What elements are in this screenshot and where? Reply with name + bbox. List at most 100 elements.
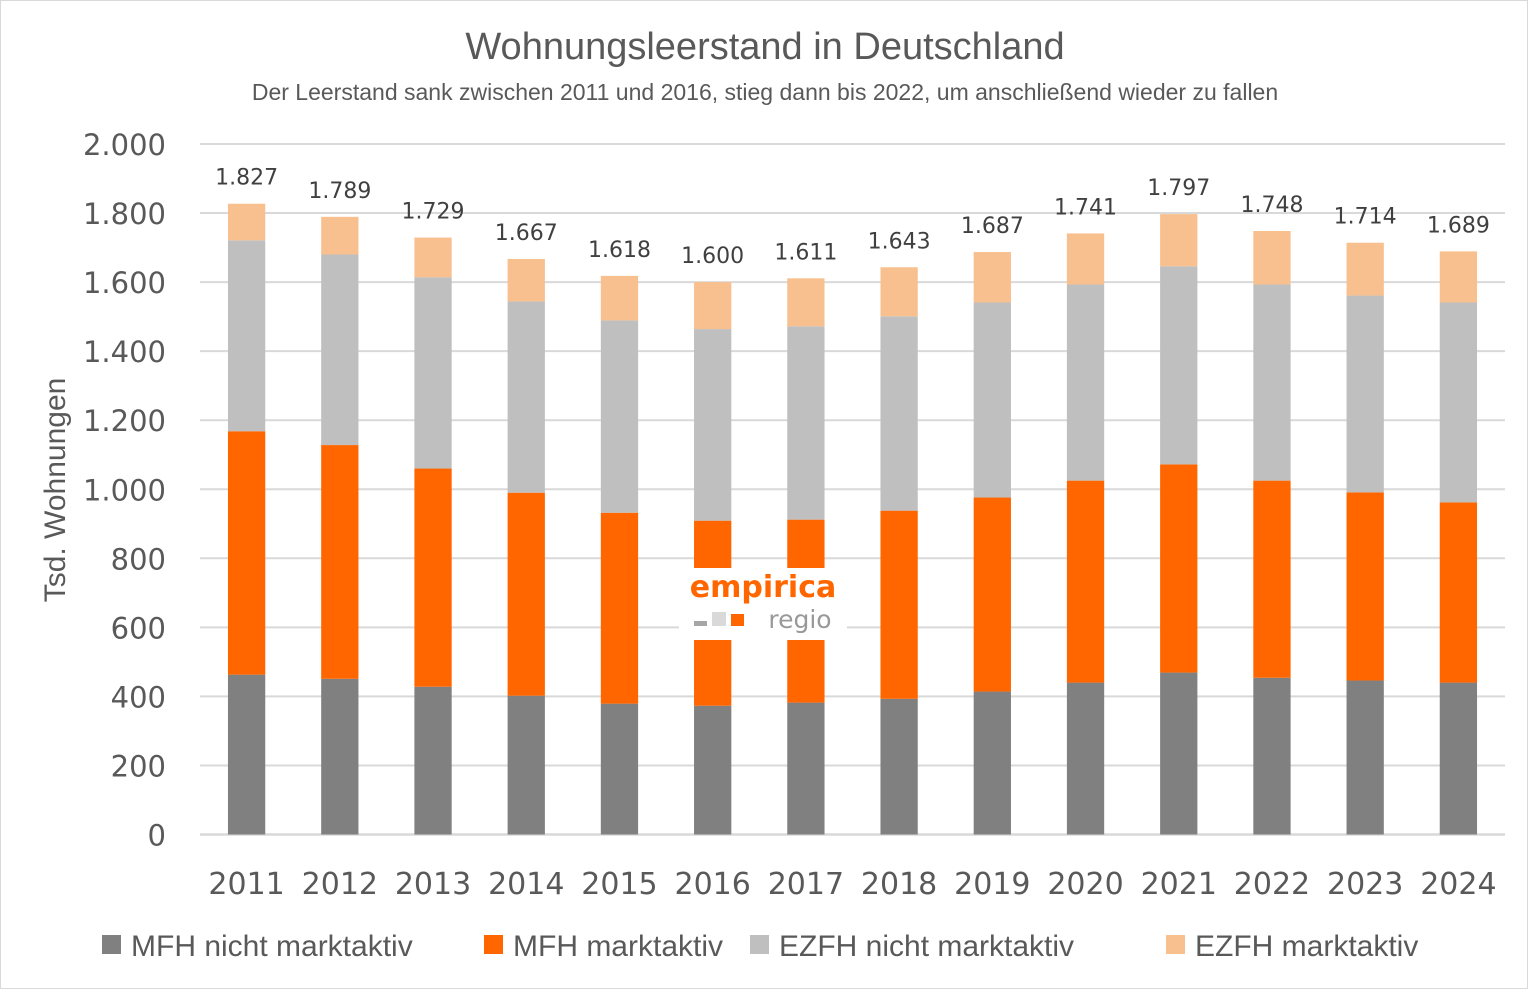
- total-label: 1.714: [1334, 205, 1397, 230]
- bar-segment-mfh-marktaktiv: [227, 431, 266, 675]
- bar-segment-ezfh-nicht-marktaktiv: [1066, 284, 1105, 481]
- total-label: 1.611: [774, 240, 837, 265]
- total-label: 1.827: [215, 166, 278, 191]
- bar-segment-mfh-marktaktiv: [600, 512, 639, 704]
- total-label: 1.687: [961, 214, 1024, 239]
- total-label: 1.689: [1427, 213, 1490, 238]
- x-tick-label: 2013: [395, 867, 471, 902]
- x-axis-ticks: 2011 2012 2013 2014 2015 2016 2017 2018 2019 2020…: [208, 867, 1496, 902]
- x-tick-label: 2012: [302, 867, 378, 902]
- y-tick-label: 1.600: [83, 266, 166, 300]
- x-tick-label: 2011: [208, 867, 284, 902]
- bar-segment-ezfh-nicht-marktaktiv: [414, 277, 452, 469]
- bars: [227, 203, 1478, 835]
- total-label: 1.667: [495, 221, 558, 246]
- chart-title: Wohnungsleerstand in Deutschland: [465, 26, 1064, 68]
- logo-background: [679, 568, 847, 640]
- y-tick-label: 0: [148, 819, 166, 853]
- bar-segment-mfh-nicht-marktaktiv: [1253, 677, 1291, 835]
- bar-segment-ezfh-nicht-marktaktiv: [1160, 266, 1198, 465]
- bar-segment-mfh-marktaktiv: [507, 492, 545, 696]
- bar-segment-mfh-marktaktiv: [973, 497, 1011, 692]
- bar-segment-mfh-nicht-marktaktiv: [787, 702, 825, 835]
- bar-segment-mfh-marktaktiv: [1253, 480, 1291, 678]
- x-tick-label: 2020: [1047, 867, 1123, 902]
- y-tick-label: 200: [111, 749, 166, 783]
- bar-segment-mfh-marktaktiv: [1346, 492, 1384, 681]
- legend-swatch: [484, 935, 503, 954]
- x-tick-label: 2022: [1234, 867, 1310, 902]
- bar-segment-ezfh-nicht-marktaktiv: [973, 302, 1011, 498]
- x-tick-label: 2014: [488, 867, 564, 902]
- bar-segment-mfh-marktaktiv: [414, 468, 452, 687]
- bar-segment-ezfh-marktaktiv: [321, 216, 359, 255]
- total-label: 1.741: [1054, 195, 1117, 220]
- legend-swatch: [750, 935, 769, 954]
- bar-segment-ezfh-marktaktiv: [880, 267, 918, 317]
- legend-label: MFH marktaktiv: [513, 930, 723, 963]
- bar-segment-mfh-nicht-marktaktiv: [1160, 672, 1198, 835]
- bar-segment-mfh-nicht-marktaktiv: [973, 691, 1011, 835]
- x-tick-label: 2019: [954, 867, 1030, 902]
- bar-segment-ezfh-marktaktiv: [507, 258, 545, 302]
- total-label: 1.600: [681, 244, 744, 269]
- legend-label: EZFH marktaktiv: [1195, 930, 1418, 963]
- total-label: 1.729: [402, 200, 465, 225]
- y-tick-label: 1.200: [83, 404, 166, 438]
- logo-mark-orange: [731, 614, 744, 626]
- bar-segment-mfh-nicht-marktaktiv: [600, 703, 639, 835]
- total-label: 1.789: [308, 179, 371, 204]
- bar-segment-mfh-marktaktiv: [1439, 502, 1478, 683]
- bar-segment-ezfh-marktaktiv: [1066, 233, 1105, 285]
- y-tick-label: 1.800: [83, 197, 166, 231]
- bar-segment-mfh-nicht-marktaktiv: [1439, 682, 1478, 835]
- x-tick-label: 2018: [861, 867, 937, 902]
- bar-segment-mfh-nicht-marktaktiv: [227, 674, 266, 835]
- logo-mark-medium: [712, 612, 726, 626]
- bar-segment-mfh-marktaktiv: [1160, 464, 1198, 673]
- bar-segment-ezfh-marktaktiv: [227, 203, 266, 241]
- bar-segment-ezfh-marktaktiv: [694, 282, 732, 330]
- bar-segment-mfh-marktaktiv: [321, 445, 359, 679]
- bar-segment-ezfh-nicht-marktaktiv: [1439, 302, 1478, 503]
- y-axis-label: Tsd. Wohnungen: [39, 378, 72, 603]
- logo-sub-text: regio: [768, 605, 831, 634]
- legend-swatch: [102, 935, 121, 954]
- bar-segment-mfh-nicht-marktaktiv: [1066, 682, 1105, 835]
- bar-segment-ezfh-marktaktiv: [1253, 231, 1291, 285]
- empirica-regio-logo: empirica regio: [679, 568, 847, 640]
- bar-segment-ezfh-nicht-marktaktiv: [880, 316, 918, 511]
- bar-segment-ezfh-nicht-marktaktiv: [321, 254, 359, 446]
- legend-label: EZFH nicht marktaktiv: [779, 930, 1074, 963]
- bar-segment-ezfh-nicht-marktaktiv: [1253, 284, 1291, 481]
- bar-segment-mfh-marktaktiv: [880, 510, 918, 699]
- bar-segment-ezfh-nicht-marktaktiv: [507, 301, 545, 493]
- x-tick-label: 2024: [1420, 867, 1496, 902]
- y-tick-label: 800: [111, 542, 166, 576]
- bar-segment-ezfh-marktaktiv: [600, 275, 639, 321]
- bar-segment-ezfh-marktaktiv: [1439, 251, 1478, 303]
- x-tick-label: 2023: [1327, 867, 1403, 902]
- gridlines: [200, 143, 1505, 836]
- bar-segment-ezfh-nicht-marktaktiv: [787, 326, 825, 520]
- legend-label: MFH nicht marktaktiv: [131, 930, 413, 963]
- total-label: 1.643: [868, 229, 931, 254]
- logo-mark-small: [694, 621, 707, 626]
- bar-segment-ezfh-marktaktiv: [787, 278, 825, 327]
- x-tick-label: 2016: [674, 867, 750, 902]
- total-label: 1.797: [1147, 176, 1210, 201]
- chart-subtitle: Der Leerstand sank zwischen 2011 und 201…: [252, 79, 1278, 105]
- total-label: 1.618: [588, 238, 651, 263]
- bar-segment-mfh-nicht-marktaktiv: [507, 695, 545, 835]
- bar-segment-ezfh-marktaktiv: [1160, 214, 1198, 267]
- y-tick-label: 2.000: [83, 128, 166, 162]
- bar-segment-mfh-nicht-marktaktiv: [1346, 680, 1384, 835]
- x-tick-label: 2017: [768, 867, 844, 902]
- y-tick-label: 600: [111, 611, 166, 645]
- bar-segment-mfh-marktaktiv: [1066, 480, 1105, 683]
- bar-segment-mfh-nicht-marktaktiv: [321, 678, 359, 835]
- legend: MFH nicht marktaktiv MFH marktaktiv EZFH n…: [102, 930, 1418, 963]
- total-labels: 1.827 1.789 1.729 1.667 1.618 1.600 1.611 1.643…: [215, 166, 1490, 269]
- y-tick-label: 1.000: [83, 473, 166, 507]
